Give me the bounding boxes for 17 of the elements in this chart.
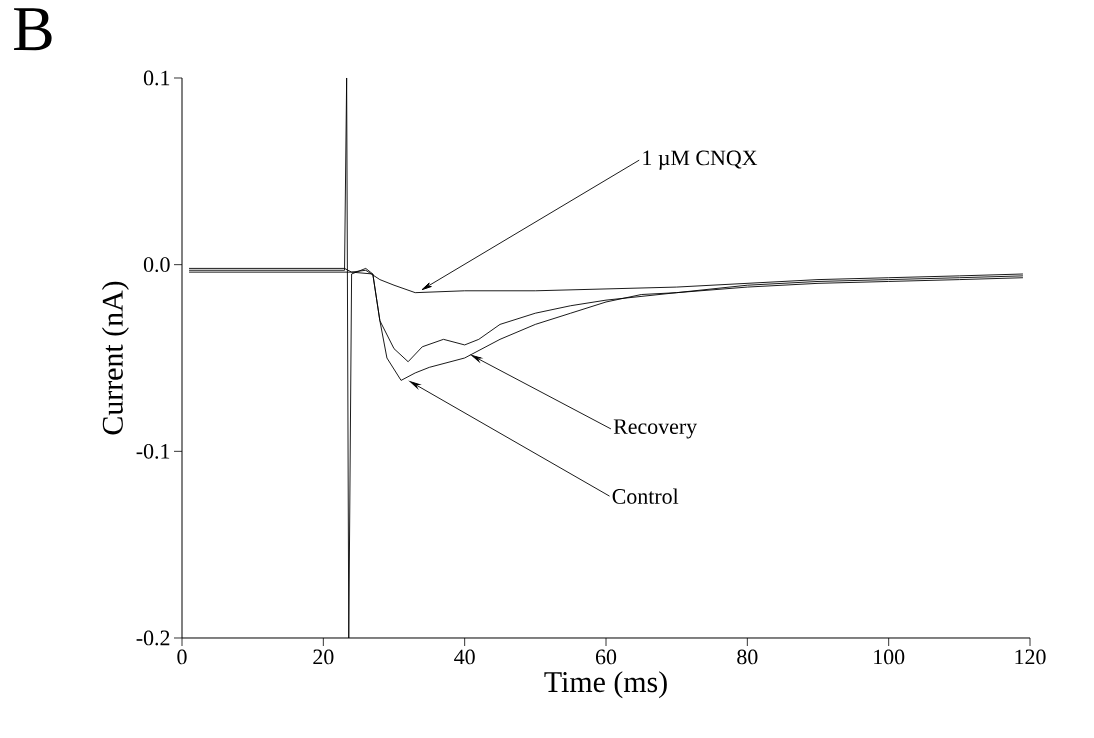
x-tick-label: 100 xyxy=(874,649,905,665)
x-tick-label: 40 xyxy=(454,649,475,665)
y-tick-label: 0.1 xyxy=(143,70,170,86)
x-axis-title: Time (ms) xyxy=(544,671,667,699)
x-tick-label: 60 xyxy=(595,649,617,665)
annotation: Recovery xyxy=(613,419,698,439)
y-axis-title: Current (nA) xyxy=(101,281,129,435)
y-tick-label: -0.1 xyxy=(136,443,170,459)
x-tick-label: 0 xyxy=(177,649,187,665)
y-tick-label: -0.2 xyxy=(136,630,170,646)
chart-title: B xyxy=(14,8,52,51)
annotation: 1 µM CNQX xyxy=(643,150,758,170)
x-tick-label: 80 xyxy=(737,649,758,665)
annotation: Control xyxy=(612,488,679,504)
y-tick-label: 0.0 xyxy=(143,257,170,273)
x-tick-label: 20 xyxy=(313,649,334,665)
x-tick-label: 120 xyxy=(1015,649,1046,665)
